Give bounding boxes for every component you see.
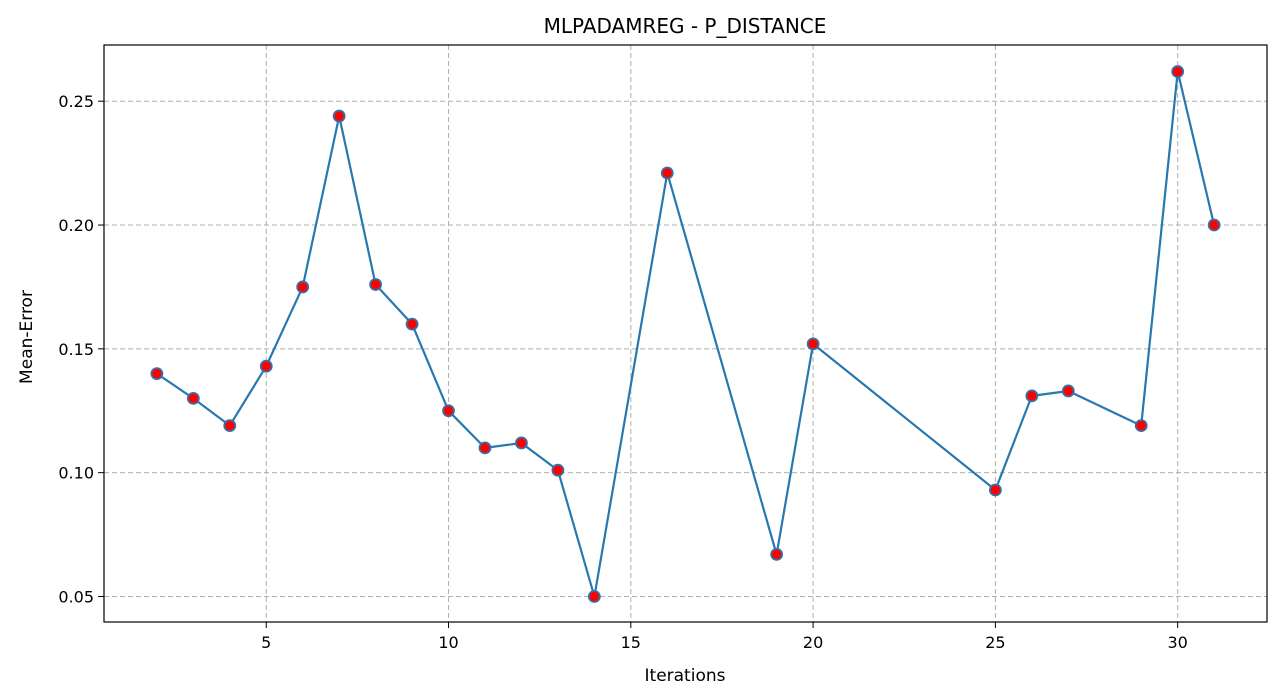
y-tick-label: 0.10 [58,464,94,483]
x-axis: 5 10 15 20 25 30 [261,622,1188,652]
data-point [405,317,419,331]
y-tick-label: 0.15 [58,340,94,359]
y-tick-label: 0.05 [58,587,94,606]
y-tick-label: 0.20 [58,216,94,235]
data-point [806,337,820,351]
data-point [551,463,565,477]
data-point [369,278,383,291]
x-tick-label: 5 [261,633,271,652]
data-point [442,404,455,418]
data-point [988,483,1002,497]
data-point [660,166,674,180]
series-line [156,70,1216,598]
data-point [296,280,310,294]
data-point [332,109,346,123]
data-point [223,419,237,433]
data-point [770,547,784,561]
chart-title: MLPADAMREG - P_DISTANCE [544,14,827,38]
grid-lines [104,45,1267,622]
y-tick-label: 0.25 [58,92,94,111]
data-point [1171,65,1185,78]
data-point [1207,218,1221,232]
x-tick-label: 20 [803,633,823,652]
data-point [186,391,200,405]
series-layer [150,65,1221,603]
plot-area-frame [103,44,1268,623]
data-point [1134,419,1148,433]
data-point [259,359,273,373]
x-tick-label: 10 [438,633,458,652]
data-point [478,441,492,455]
x-tick-label: 30 [1167,633,1187,652]
data-point [515,436,528,450]
data-point [1061,384,1075,398]
x-tick-label: 25 [985,633,1005,652]
x-axis-label: Iterations [645,666,726,686]
data-point [1025,389,1039,403]
x-tick-label: 15 [621,633,641,652]
y-axis-label: Mean-Error [17,290,37,384]
data-point [587,590,601,603]
y-axis: 0.05 0.10 0.15 0.20 0.25 [58,92,104,606]
data-point [150,367,164,381]
